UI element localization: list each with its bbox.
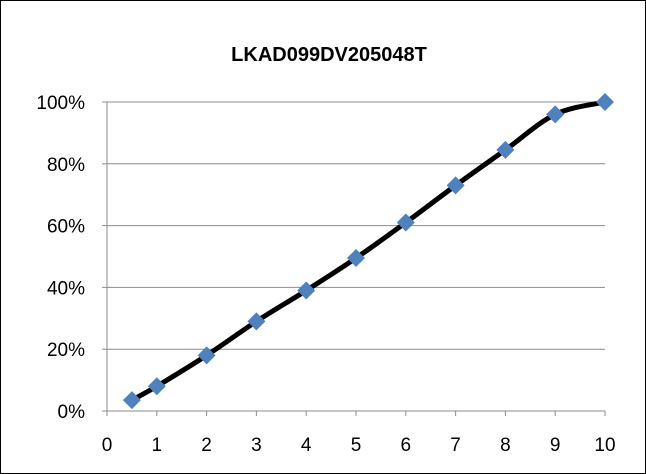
data-point-marker — [496, 140, 515, 159]
data-point-marker — [347, 249, 365, 268]
gridlines — [107, 101, 605, 350]
y-tick-label: 80% — [47, 155, 85, 176]
data-point-marker — [396, 213, 415, 232]
data-point-marker — [297, 281, 316, 300]
x-tick-label: 0 — [102, 435, 113, 456]
data-point-marker — [546, 105, 565, 124]
data-point-marker — [247, 312, 266, 331]
data-point-marker — [147, 377, 166, 396]
y-tick-label: 60% — [47, 217, 85, 238]
x-tick-label: 8 — [500, 435, 511, 456]
x-tick-label: 6 — [401, 435, 412, 456]
series — [122, 93, 614, 410]
x-tick-labels: 0 1 2 3 4 5 6 7 8 9 10 — [102, 435, 616, 456]
data-point-marker — [446, 176, 465, 195]
x-tick-label: 1 — [152, 435, 163, 456]
x-tick-label: 7 — [450, 435, 461, 456]
data-point-marker — [197, 346, 216, 365]
x-tick-label: 5 — [351, 435, 362, 456]
chart-title: LKAD099DV205048T — [231, 44, 427, 66]
y-tick-label: 100% — [36, 93, 85, 114]
y-tick-label: 0% — [58, 402, 86, 423]
x-tick-label: 9 — [550, 435, 561, 456]
y-tick-label: 20% — [47, 340, 85, 361]
x-tick-label: 2 — [201, 435, 212, 456]
axes — [102, 101, 606, 416]
y-tick-labels: 0% 20% 40% 60% 80% 100% — [36, 93, 85, 423]
x-tick-label: 4 — [301, 435, 312, 456]
y-tick-label: 40% — [47, 278, 85, 299]
x-tick-label: 10 — [594, 435, 615, 456]
x-tick-label: 3 — [251, 435, 262, 456]
data-point-marker — [596, 93, 614, 111]
data-point-marker — [122, 391, 141, 410]
